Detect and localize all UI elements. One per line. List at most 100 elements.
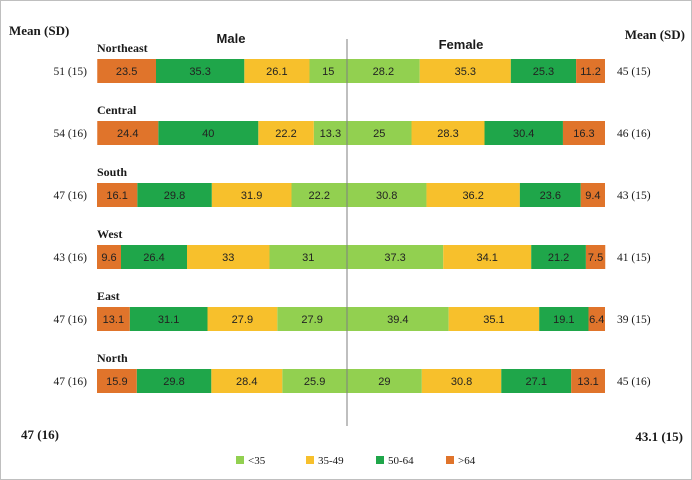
male-bar-west-35 [269,245,347,269]
male-value-west-35-49: 33 [222,252,234,264]
female-heading: Female [439,37,484,52]
female-bar-east-50-64 [539,307,589,331]
female-bar-north-35 [347,369,422,393]
male-value-south-35: 22.2 [309,190,330,202]
male-value-central-35-49: 22.2 [275,128,296,140]
female-bar-west-35-49 [443,245,532,269]
female-value-northeast-35: 28.2 [373,66,394,78]
female-value-south-50-64: 23.6 [540,190,561,202]
female-value-south-64: 9.4 [585,190,600,202]
male-bar-south-35-49 [211,183,292,207]
female-bar-central-64 [562,121,605,145]
female-mean-sd-northeast: 45 (15) [617,66,651,78]
region-label-central: Central [97,103,137,117]
female-bar-south-35-49 [426,183,520,207]
chart-legend: <35 35-49 50-64 >64 [236,455,476,467]
female-bar-northeast-50-64 [510,59,577,83]
legend-swatch-50-64 [376,456,384,464]
male-bar-west-35-49 [187,245,270,269]
male-value-north-35: 25.9 [304,376,325,388]
male-value-west-50-64: 26.4 [143,252,164,264]
female-bar-south-50-64 [519,183,581,207]
male-bar-south-64 [97,183,138,207]
male-mean-sd-south: 47 (16) [53,190,87,202]
male-value-west-35: 31 [302,252,314,264]
female-value-north-35: 29 [378,376,390,388]
region-label-north: North [97,351,128,365]
male-bar-south-35 [291,183,347,207]
female-bar-northeast-35 [347,59,420,83]
female-bar-west-35 [347,245,444,269]
female-value-central-64: 16.3 [573,128,594,140]
male-value-northeast-35-49: 26.1 [266,66,287,78]
male-bar-east-64 [97,307,130,331]
male-value-central-35: 13.3 [320,128,341,140]
female-value-northeast-35-49: 35.3 [455,66,476,78]
female-bar-south-35 [347,183,427,207]
male-bar-west-64 [97,245,121,269]
region-label-northeast: Northeast [97,41,148,55]
male-bar-north-35-49 [211,369,283,393]
female-value-west-35-49: 34.1 [477,252,498,264]
legend-label-35-49: 35-49 [318,455,344,467]
female-value-east-35: 39.4 [387,314,408,326]
female-bar-west-64 [585,245,606,269]
male-value-east-64: 13.1 [103,314,124,326]
male-value-east-35-49: 27.9 [232,314,253,326]
male-value-northeast-35: 15 [322,66,334,78]
female-bar-central-35-49 [411,121,485,145]
female-bar-east-35 [347,307,449,331]
female-value-west-35: 37.3 [384,252,405,264]
female-bar-north-50-64 [501,369,572,393]
male-bar-central-50-64 [158,121,259,145]
male-bar-north-64 [97,369,137,393]
male-value-northeast-64: 23.5 [116,66,137,78]
male-value-north-64: 15.9 [106,376,127,388]
male-bar-northeast-35-49 [244,59,310,83]
female-value-central-35-49: 28.3 [437,128,458,140]
legend-swatch-64 [446,456,454,464]
male-mean-sd-central: 54 (16) [53,128,87,140]
male-mean-sd-northeast: 51 (15) [53,66,87,78]
female-value-central-35: 25 [373,128,385,140]
female-value-east-50-64: 19.1 [553,314,574,326]
female-bar-northeast-64 [576,59,605,83]
male-bar-south-50-64 [137,183,212,207]
male-bar-northeast-50-64 [156,59,245,83]
female-value-north-64: 13.1 [577,376,598,388]
female-value-east-35-49: 35.1 [483,314,504,326]
female-bar-north-35-49 [421,369,502,393]
female-value-south-35-49: 36.2 [462,190,483,202]
male-value-west-64: 9.6 [101,252,116,264]
male-bar-east-35 [277,307,347,331]
male-value-south-50-64: 29.8 [164,190,185,202]
legend-label-50-64: 50-64 [388,455,414,467]
region-label-west: West [97,227,122,241]
female-overall-mean: 43.1 (15) [635,429,683,444]
female-bar-south-64 [580,183,605,207]
male-value-north-35-49: 28.4 [236,376,257,388]
legend-swatch-35-49 [306,456,314,464]
female-value-north-35-49: 30.8 [451,376,472,388]
male-bar-central-35-49 [258,121,314,145]
female-value-south-35: 30.8 [376,190,397,202]
female-bar-east-64 [588,307,605,331]
male-mean-sd-north: 47 (16) [53,376,87,388]
female-bar-northeast-35-49 [419,59,511,83]
male-value-south-35-49: 31.9 [241,190,262,202]
female-value-west-50-64: 21.2 [548,252,569,264]
legend-swatch-35 [236,456,244,464]
male-bar-central-35 [313,121,347,145]
female-mean-sd-north: 45 (16) [617,376,651,388]
legend-label-35: <35 [248,455,266,467]
male-bar-central-64 [97,121,159,145]
male-value-north-50-64: 29.8 [163,376,184,388]
female-mean-sd-central: 46 (16) [617,128,651,140]
chart-rows: Northeast 51 (15) 45 (15) 15 26.1 35.3 23.5 28.… [53,39,651,426]
male-bar-west-50-64 [121,245,187,269]
male-value-central-64: 24.4 [117,128,138,140]
male-mean-sd-east: 47 (16) [53,314,87,326]
male-bar-northeast-64 [97,59,156,83]
